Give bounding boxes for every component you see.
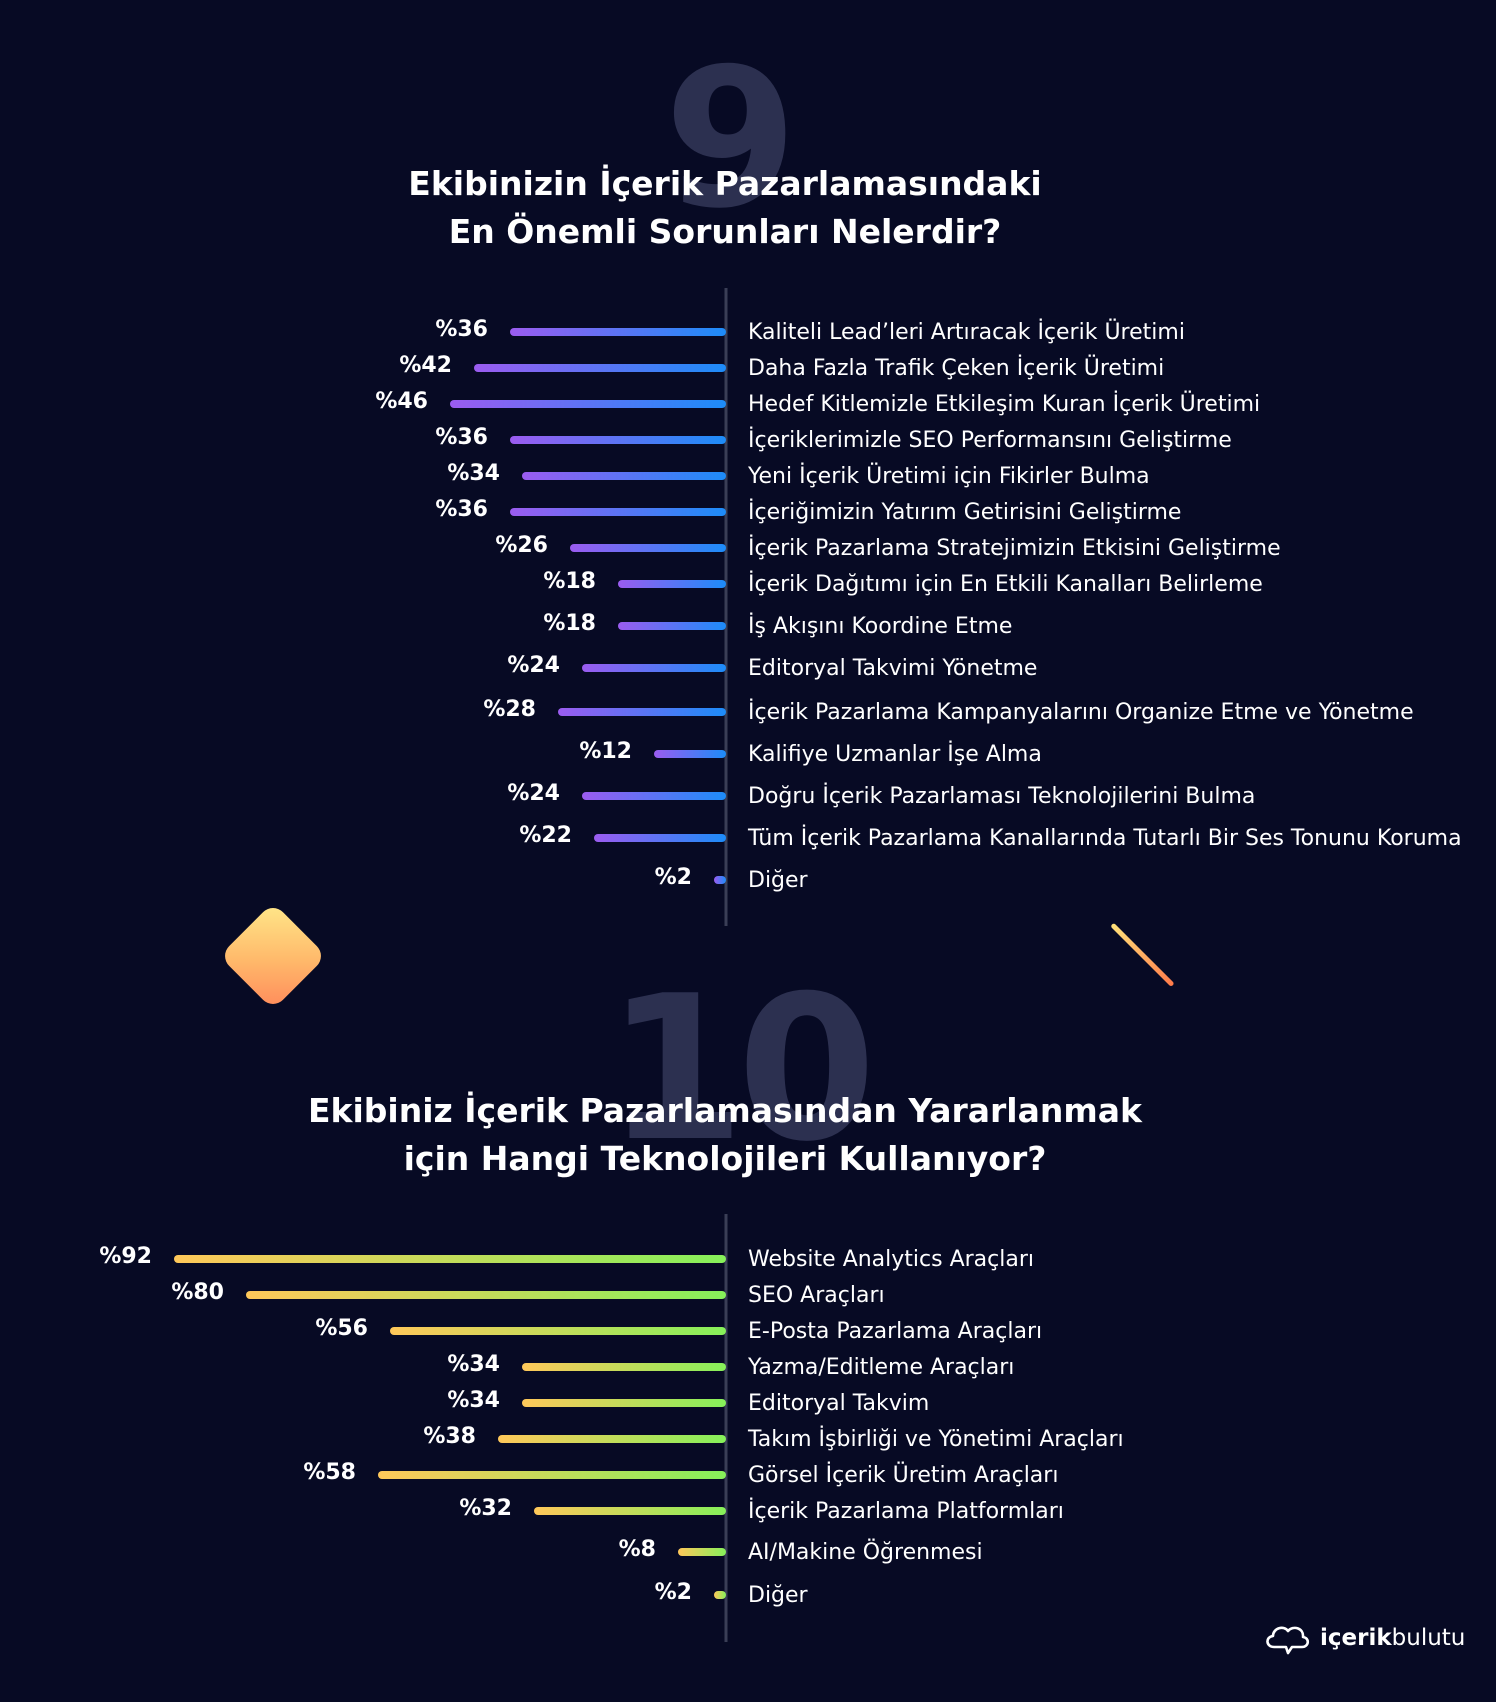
chart1-bar xyxy=(450,400,726,408)
chart1-category-label: Hedef Kitlemizle Etkileşim Kuran İçerik … xyxy=(748,391,1260,417)
chart1-category-label: İçeriğimizin Yatırım Getirisini Geliştir… xyxy=(748,499,1181,525)
chart1-value-label: %42 xyxy=(399,353,452,378)
chart1-category-label: İçeriklerimizle SEO Performansını Gelişt… xyxy=(748,427,1232,453)
chart2-bar xyxy=(498,1435,726,1443)
chart2-category-label: AI/Makine Öğrenmesi xyxy=(748,1539,983,1565)
chart1-title-line1: Ekibinizin İçerik Pazarlamasındaki xyxy=(408,164,1042,203)
chart1-category-label: Daha Fazla Trafik Çeken İçerik Üretimi xyxy=(748,355,1164,381)
chart1-value-label: %36 xyxy=(435,317,488,342)
chart2-bar xyxy=(678,1548,726,1556)
chart2-bar xyxy=(174,1255,726,1263)
chart2-category-label: İçerik Pazarlama Platformları xyxy=(748,1498,1064,1524)
chart1-category-label: Tüm İçerik Pazarlama Kanallarında Tutarl… xyxy=(747,825,1462,851)
chart1-bar xyxy=(570,544,726,552)
chart1-value-label: %18 xyxy=(543,569,596,594)
chart1-title-line2: En Önemli Sorunları Nelerdir? xyxy=(448,212,1002,251)
chart1-category-label: İçerik Pazarlama Kampanyalarını Organize… xyxy=(748,699,1414,725)
chart2-title-line2: için Hangi Teknolojileri Kullanıyor? xyxy=(403,1139,1047,1178)
chart1-category-label: Kalifiye Uzmanlar İşe Alma xyxy=(748,741,1042,767)
chart1-value-label: %36 xyxy=(435,497,488,522)
chart1-value-label: %18 xyxy=(543,611,596,636)
chart1-bar xyxy=(714,876,726,884)
chart1-bar xyxy=(582,664,726,672)
chart1-title: Ekibinizin İçerik Pazarlamasındaki En Ön… xyxy=(0,160,1450,256)
chart1-bar xyxy=(474,364,726,372)
chart2-bar xyxy=(522,1363,726,1371)
chart1-bar xyxy=(522,472,726,480)
chart2-value-label: %38 xyxy=(423,1424,476,1449)
chart1-category-label: Diğer xyxy=(748,868,809,893)
chart2-category-label: Takım İşbirliği ve Yönetimi Araçları xyxy=(747,1426,1124,1452)
chart1-value-label: %22 xyxy=(519,823,572,848)
chart1-category-label: Yeni İçerik Üretimi için Fikirler Bulma xyxy=(747,463,1150,489)
chart2-category-label: Diğer xyxy=(748,1583,809,1608)
chart1-bar xyxy=(558,708,726,716)
chart2-category-label: SEO Araçları xyxy=(748,1283,885,1308)
chart1-bar xyxy=(510,436,726,444)
chart1-category-label: Kaliteli Lead’leri Artıracak İçerik Üret… xyxy=(748,319,1185,345)
chart1-bar xyxy=(654,750,726,758)
chart2-bar xyxy=(390,1327,726,1335)
icerikbulutu-logo: içerikbulutu xyxy=(1262,1620,1465,1656)
chart1-bar xyxy=(618,580,726,588)
chart1-category-label: İçerik Dağıtımı için En Etkili Kanalları… xyxy=(748,571,1263,597)
chart1-bar xyxy=(582,792,726,800)
chart2-category-label: Yazma/Editleme Araçları xyxy=(747,1355,1014,1380)
chart1-bar xyxy=(618,622,726,630)
chart1-category-label: Editoryal Takvimi Yönetme xyxy=(748,656,1037,681)
chart2-title-line1: Ekibiniz İçerik Pazarlamasından Yararlan… xyxy=(308,1091,1142,1130)
chart2-value-label: %8 xyxy=(619,1537,656,1562)
chart2-title: Ekibiniz İçerik Pazarlamasından Yararlan… xyxy=(0,1087,1450,1183)
chart2-value-label: %32 xyxy=(459,1496,512,1521)
chart2-bar xyxy=(522,1399,726,1407)
chart1-value-label: %2 xyxy=(655,865,692,890)
chart2-bar xyxy=(246,1291,726,1299)
chart1-value-label: %34 xyxy=(447,461,500,486)
chart1-category-label: İş Akışını Koordine Etme xyxy=(748,613,1012,639)
chart2-value-label: %34 xyxy=(447,1352,500,1377)
chart2-value-label: %2 xyxy=(655,1580,692,1605)
section-number-9: 9 xyxy=(664,28,798,251)
chart2-value-label: %92 xyxy=(99,1244,152,1269)
chart2-value-label: %56 xyxy=(315,1316,368,1341)
cloud-icon xyxy=(1266,1626,1310,1655)
section-number-10: 10 xyxy=(606,953,876,1186)
chart1-bar xyxy=(594,834,726,842)
chart2-value-label: %80 xyxy=(171,1280,224,1305)
chart1-category-label: İçerik Pazarlama Stratejimizin Etkisini … xyxy=(748,535,1281,561)
chart2-category-label: Görsel İçerik Üretim Araçları xyxy=(748,1462,1058,1488)
logo-text-bold: içerik xyxy=(1320,1625,1392,1651)
chart2-category-label: Website Analytics Araçları xyxy=(748,1247,1034,1272)
chart1-category-label: Doğru İçerik Pazarlaması Teknolojilerini… xyxy=(748,783,1255,809)
chart2-category-label: Editoryal Takvim xyxy=(748,1391,929,1416)
chart1-value-label: %46 xyxy=(375,389,428,414)
chart2-bar xyxy=(378,1471,726,1479)
chart1-bar xyxy=(510,328,726,336)
chart1-value-label: %24 xyxy=(507,781,560,806)
chart2-value-label: %58 xyxy=(303,1460,356,1485)
chart1-value-label: %26 xyxy=(495,533,548,558)
chart1-value-label: %24 xyxy=(507,653,560,678)
chart2-bar xyxy=(714,1591,726,1599)
chart2-bar xyxy=(534,1507,726,1515)
chart1-value-label: %28 xyxy=(483,697,536,722)
chart2-category-label: E-Posta Pazarlama Araçları xyxy=(748,1319,1042,1344)
chart1-value-label: %36 xyxy=(435,425,488,450)
chart2-value-label: %34 xyxy=(447,1388,500,1413)
chart1-bar xyxy=(510,508,726,516)
chart1-value-label: %12 xyxy=(579,739,632,764)
logo-text: içerikbulutu xyxy=(1320,1625,1465,1651)
logo-text-regular: bulutu xyxy=(1391,1625,1466,1651)
